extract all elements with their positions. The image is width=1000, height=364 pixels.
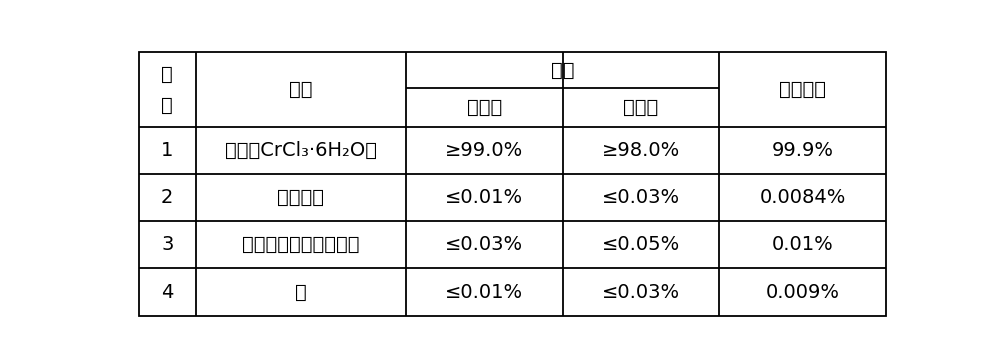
Text: 4: 4 (161, 282, 173, 301)
Text: 0.009%: 0.009% (766, 282, 840, 301)
Text: 铁: 铁 (295, 282, 307, 301)
Text: 序
号: 序 号 (161, 65, 173, 115)
Text: 1: 1 (161, 141, 173, 160)
Text: ≤0.03%: ≤0.03% (602, 282, 680, 301)
Text: ≤0.01%: ≤0.01% (445, 188, 523, 207)
Text: 含量（CrCl₃·6H₂O）: 含量（CrCl₃·6H₂O） (225, 141, 377, 160)
Text: 名称: 名称 (289, 80, 312, 99)
Text: 一等品: 一等品 (467, 98, 502, 117)
Text: 3: 3 (161, 236, 173, 254)
Text: ≤0.01%: ≤0.01% (445, 282, 523, 301)
Text: ≤0.03%: ≤0.03% (602, 188, 680, 207)
Text: ≤0.05%: ≤0.05% (602, 236, 680, 254)
Text: 水不溶物: 水不溶物 (277, 188, 324, 207)
Text: 硫酸盐（以硫酸根计）: 硫酸盐（以硫酸根计） (242, 236, 359, 254)
Text: 产品结果: 产品结果 (779, 80, 826, 99)
Text: 0.0084%: 0.0084% (759, 188, 846, 207)
Text: 指标: 指标 (551, 61, 574, 80)
Text: ≤0.03%: ≤0.03% (445, 236, 523, 254)
Text: 99.9%: 99.9% (772, 141, 834, 160)
Text: 0.01%: 0.01% (772, 236, 834, 254)
Text: ≥98.0%: ≥98.0% (602, 141, 680, 160)
Text: ≥99.0%: ≥99.0% (445, 141, 523, 160)
Text: 合格品: 合格品 (623, 98, 659, 117)
Text: 2: 2 (161, 188, 173, 207)
